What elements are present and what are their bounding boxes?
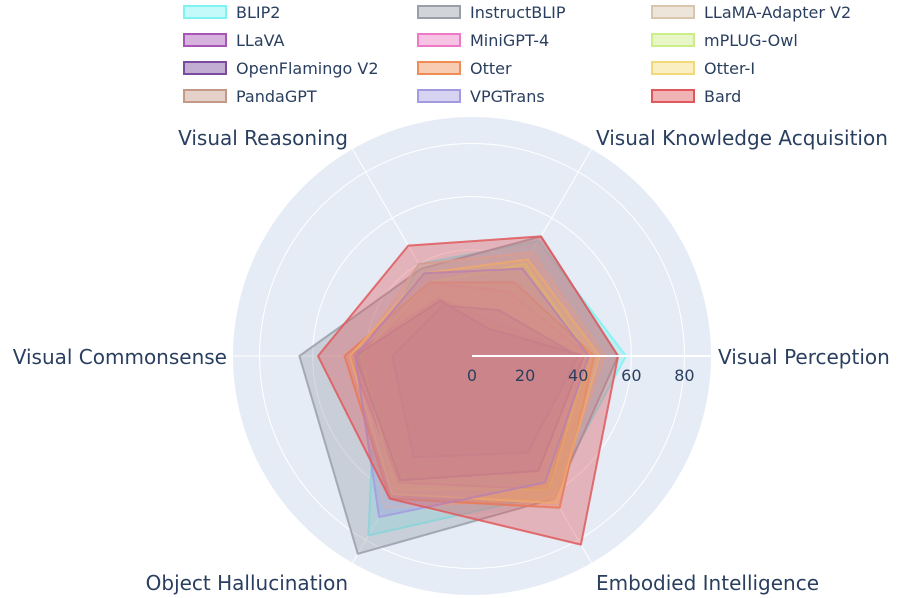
grid-spoke: [352, 355, 473, 564]
legend-swatch: [651, 5, 695, 19]
axis-label-visual-knowledge-acquisition: Visual Knowledge Acquisition: [596, 126, 888, 150]
legend: BLIP2 InstructBLIP LLaMA-Adapter V2 LLaVA Mi…: [183, 3, 851, 106]
legend-swatch: [417, 33, 461, 47]
grid-spoke: [352, 148, 473, 357]
series-pandagpt: [391, 304, 580, 459]
series-otter-i: [348, 258, 601, 505]
legend-item-instructblip[interactable]: InstructBLIP: [417, 3, 566, 22]
radial-tick-label: 40: [568, 366, 588, 385]
legend-swatch: [417, 61, 461, 75]
legend-label: mPLUG-Owl: [704, 31, 798, 50]
legend-item-mplug-owl[interactable]: mPLUG-Owl: [651, 31, 798, 50]
legend-swatch: [183, 33, 227, 47]
legend-item-llama-adapter-v2[interactable]: LLaMA-Adapter V2: [651, 3, 851, 22]
legend-label: MiniGPT-4: [470, 31, 549, 50]
legend-item-otter[interactable]: Otter: [417, 59, 512, 78]
legend-swatch: [651, 33, 695, 47]
radial-tick-label: 0: [467, 366, 477, 385]
legend-label: Otter: [470, 59, 512, 78]
series-mplug-owl: [359, 263, 590, 491]
legend-label: LLaMA-Adapter V2: [704, 3, 851, 22]
legend-item-otter-i[interactable]: Otter-I: [651, 59, 755, 78]
series-bard: [317, 235, 620, 546]
legend-swatch: [183, 5, 227, 19]
series-vpgtrans: [354, 267, 590, 518]
axis-label-object-hallucination: Object Hallucination: [146, 571, 348, 595]
radial-ticks: 0 20 40 60 80: [467, 355, 711, 385]
legend-label: LLaVA: [236, 31, 285, 50]
legend-label: PandaGPT: [236, 87, 317, 106]
legend-swatch: [417, 89, 461, 103]
legend-swatch: [183, 61, 227, 75]
radial-tick-label: 20: [515, 366, 535, 385]
legend-label: Otter-I: [704, 59, 755, 78]
legend-item-blip2[interactable]: BLIP2: [183, 3, 280, 22]
legend-label: VPGTrans: [470, 87, 545, 106]
legend-swatch: [651, 61, 695, 75]
legend-swatch: [651, 89, 695, 103]
legend-label: InstructBLIP: [470, 3, 566, 22]
legend-item-llava[interactable]: LLaVA: [183, 31, 285, 50]
axis-label-embodied-intelligence: Embodied Intelligence: [596, 571, 819, 595]
series-layer: [298, 235, 627, 555]
axis-label-visual-reasoning: Visual Reasoning: [178, 126, 348, 150]
legend-item-pandagpt[interactable]: PandaGPT: [183, 87, 317, 106]
series-otter: [343, 281, 596, 509]
axis-label-visual-perception: Visual Perception: [718, 345, 890, 369]
legend-label: Bard: [704, 87, 741, 106]
legend-item-openflamingo-v2[interactable]: OpenFlamingo V2: [183, 59, 379, 78]
radial-tick-label: 80: [674, 366, 694, 385]
legend-label: BLIP2: [236, 3, 280, 22]
radial-tick-label: 60: [621, 366, 641, 385]
legend-swatch: [183, 89, 227, 103]
grid-spoke: [471, 355, 592, 564]
legend-label: OpenFlamingo V2: [236, 59, 379, 78]
angular-axis-labels: Visual Perception Visual Knowledge Acquis…: [13, 126, 890, 595]
legend-item-vpgtrans[interactable]: VPGTrans: [417, 87, 545, 106]
legend-swatch: [417, 5, 461, 19]
legend-item-minigpt-4[interactable]: MiniGPT-4: [417, 31, 549, 50]
axis-label-visual-commonsense: Visual Commonsense: [13, 345, 227, 369]
legend-item-bard[interactable]: Bard: [651, 87, 741, 106]
